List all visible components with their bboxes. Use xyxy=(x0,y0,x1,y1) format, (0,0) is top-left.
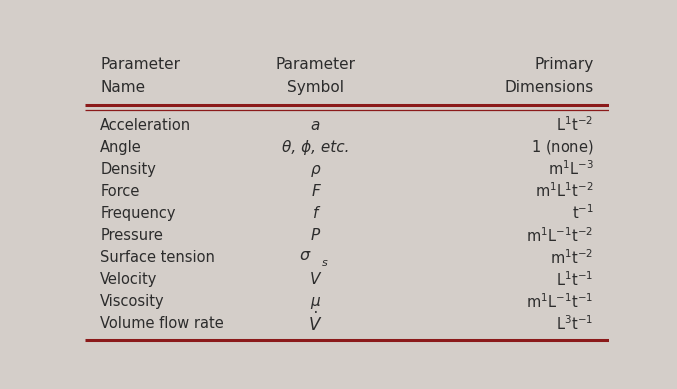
Text: F: F xyxy=(311,184,320,199)
Text: P: P xyxy=(311,228,320,243)
Text: Velocity: Velocity xyxy=(100,272,158,287)
Text: s: s xyxy=(322,258,328,268)
Text: $\mathrm{m^{1}L^{-1}t^{-2}}$: $\mathrm{m^{1}L^{-1}t^{-2}}$ xyxy=(527,226,594,245)
Text: Acceleration: Acceleration xyxy=(100,117,192,133)
Text: Volume flow rate: Volume flow rate xyxy=(100,316,224,331)
Text: Force: Force xyxy=(100,184,139,199)
Text: σ: σ xyxy=(300,249,310,263)
Text: Frequency: Frequency xyxy=(100,206,176,221)
Text: $\mathrm{L^{3}t^{-1}}$: $\mathrm{L^{3}t^{-1}}$ xyxy=(556,314,594,333)
Text: $\mathrm{m^{1}t^{-2}}$: $\mathrm{m^{1}t^{-2}}$ xyxy=(550,248,594,266)
Text: $\mathrm{1\ (none)}$: $\mathrm{1\ (none)}$ xyxy=(531,138,594,156)
Text: $\mathrm{m^{1}L^{1}t^{-2}}$: $\mathrm{m^{1}L^{1}t^{-2}}$ xyxy=(535,182,594,200)
Text: Viscosity: Viscosity xyxy=(100,294,165,309)
Text: Name: Name xyxy=(100,80,146,95)
Text: Pressure: Pressure xyxy=(100,228,163,243)
Text: $\mathrm{t^{-1}}$: $\mathrm{t^{-1}}$ xyxy=(571,204,594,223)
Text: $\mathrm{m^{1}L^{-3}}$: $\mathrm{m^{1}L^{-3}}$ xyxy=(548,160,594,179)
Text: f: f xyxy=(313,206,318,221)
Text: $\dot{V}$: $\dot{V}$ xyxy=(308,312,323,335)
Text: Dimensions: Dimensions xyxy=(504,80,594,95)
Text: θ, ϕ, etc.: θ, ϕ, etc. xyxy=(282,140,349,154)
Text: Surface tension: Surface tension xyxy=(100,250,215,265)
Text: Parameter: Parameter xyxy=(276,57,355,72)
Text: $\mathrm{L^{1}t^{-2}}$: $\mathrm{L^{1}t^{-2}}$ xyxy=(556,116,594,135)
Text: $\mathrm{L^{1}t^{-1}}$: $\mathrm{L^{1}t^{-1}}$ xyxy=(556,270,594,289)
Text: Angle: Angle xyxy=(100,140,142,154)
Text: Density: Density xyxy=(100,161,156,177)
Text: ρ: ρ xyxy=(311,161,320,177)
Text: μ: μ xyxy=(311,294,320,309)
Text: Primary: Primary xyxy=(534,57,594,72)
Text: Parameter: Parameter xyxy=(100,57,180,72)
Text: a: a xyxy=(311,117,320,133)
Text: Symbol: Symbol xyxy=(287,80,344,95)
Text: V: V xyxy=(310,272,321,287)
Text: $\mathrm{m^{1}L^{-1}t^{-1}}$: $\mathrm{m^{1}L^{-1}t^{-1}}$ xyxy=(527,292,594,310)
